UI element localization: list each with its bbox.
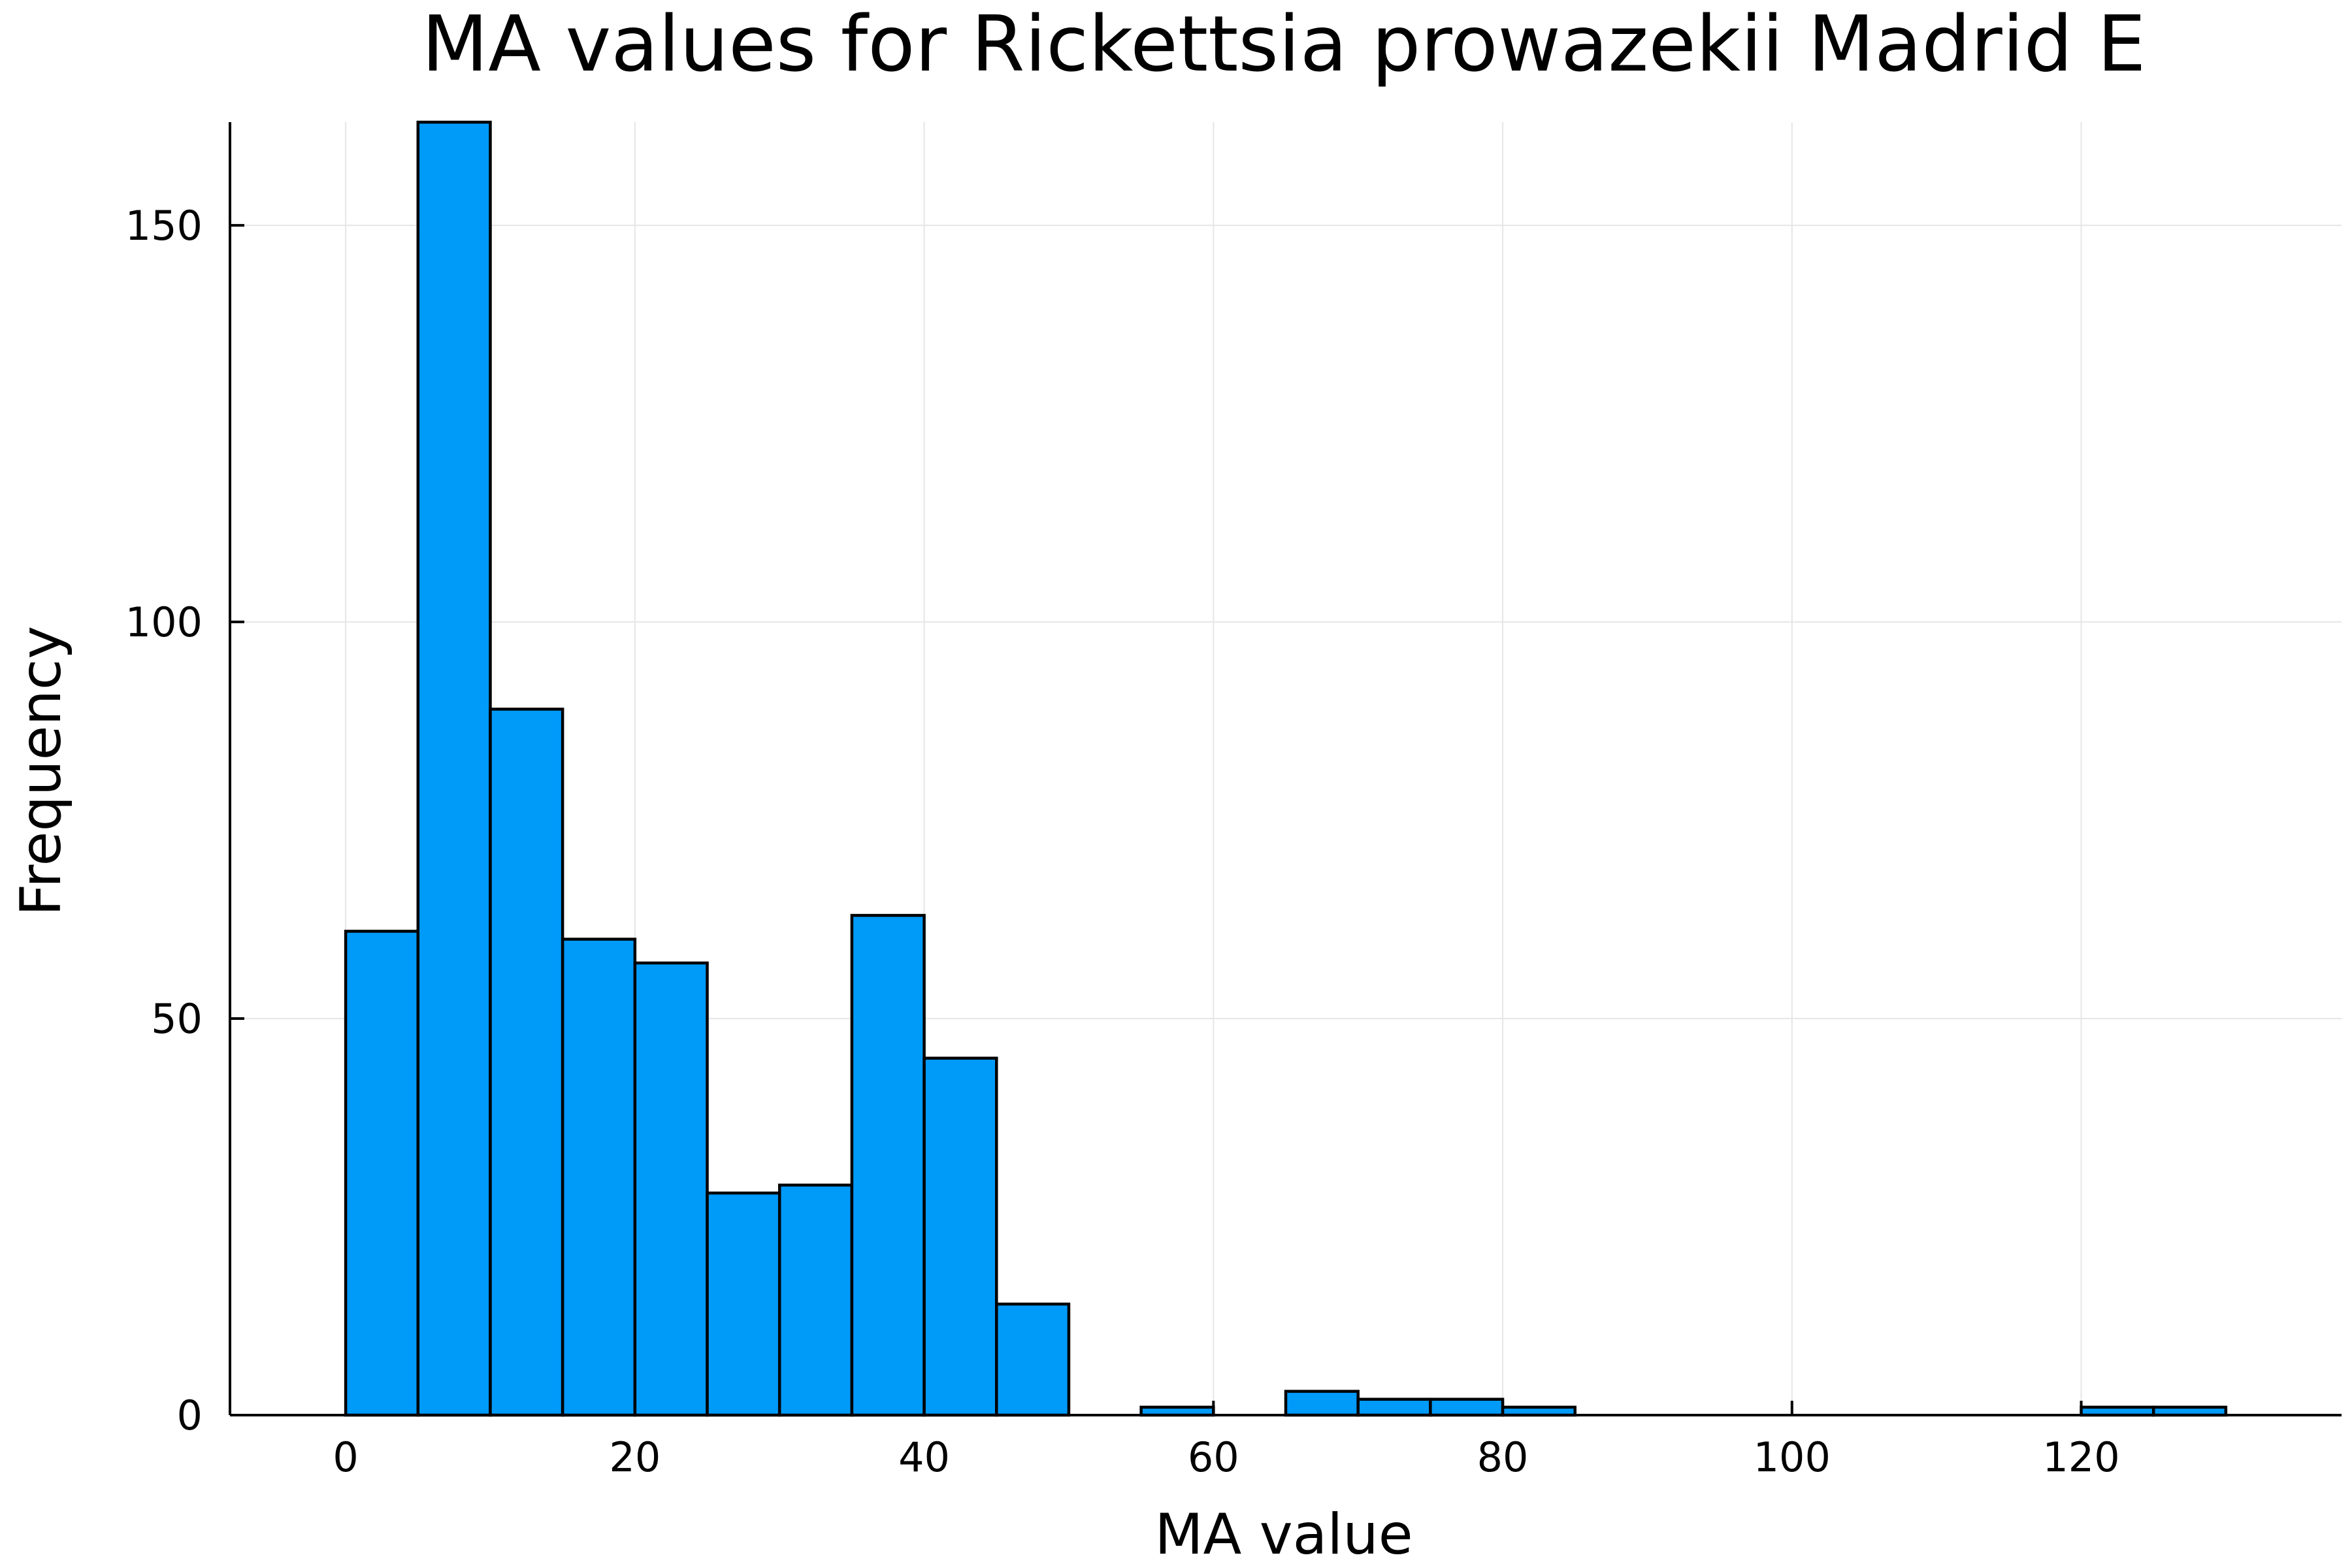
y-axis-label: Frequency <box>8 626 74 916</box>
bars <box>344 120 2228 1417</box>
chart-title: MA values for Rickettsia prowazekii Madr… <box>421 0 2146 89</box>
histogram-bar-2 <box>489 708 564 1417</box>
histogram-bar-9 <box>995 1302 1071 1417</box>
x-tick-label-80: 80 <box>1477 1433 1529 1481</box>
grid-lines <box>230 122 2342 1416</box>
histogram-bar-8 <box>923 1056 998 1417</box>
axes <box>229 122 2342 1416</box>
histogram-bar-5 <box>706 1191 781 1417</box>
x-tick-label-120: 120 <box>2042 1433 2119 1481</box>
y-tick-label-150: 150 <box>125 202 203 250</box>
x-axis-label: MA value <box>1154 1502 1413 1567</box>
x-tick-label-60: 60 <box>1188 1433 1239 1481</box>
histogram-bar-1 <box>416 120 492 1417</box>
x-tick-label-100: 100 <box>1754 1433 1831 1481</box>
histogram-bar-0 <box>344 930 420 1417</box>
x-tick-label-20: 20 <box>609 1433 661 1481</box>
histogram-bar-6 <box>777 1183 854 1417</box>
x-tick-label-0: 0 <box>333 1433 358 1481</box>
y-tick-label-0: 0 <box>177 1392 203 1439</box>
histogram-bar-3 <box>561 938 637 1417</box>
tick-labels: 0 20 40 60 80 100 120 0 50 100 150 <box>125 202 2120 1481</box>
histogram-bar-12 <box>1356 1397 1432 1417</box>
histogram-bar-4 <box>633 961 709 1417</box>
x-tick-label-40: 40 <box>898 1433 950 1481</box>
y-tick-label-100: 100 <box>125 598 203 646</box>
histogram-bar-13 <box>1429 1397 1505 1417</box>
histogram-bar-7 <box>850 913 926 1417</box>
histogram-bar-11 <box>1284 1390 1360 1417</box>
y-tick-label-50: 50 <box>151 995 203 1043</box>
